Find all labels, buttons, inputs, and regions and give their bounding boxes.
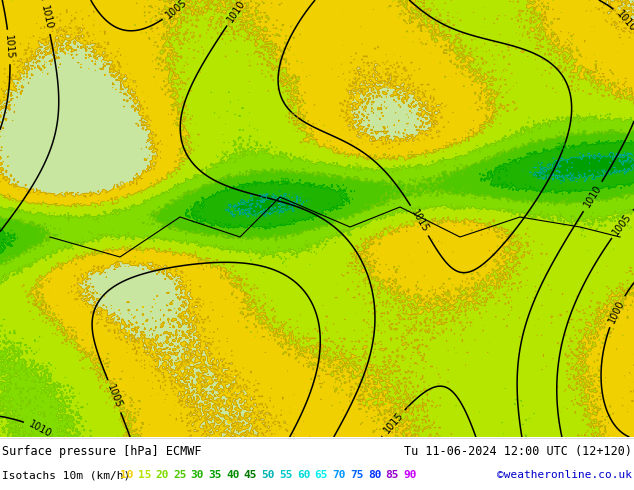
Text: 10: 10 [179, 358, 193, 372]
Text: 35: 35 [257, 193, 268, 202]
Text: 15: 15 [572, 343, 586, 356]
Text: 10: 10 [227, 415, 240, 427]
Text: 20: 20 [302, 243, 314, 253]
Text: 85: 85 [385, 470, 399, 480]
Text: 15: 15 [358, 395, 370, 409]
Text: 40: 40 [226, 470, 240, 480]
Text: 10: 10 [346, 101, 356, 112]
Text: 60: 60 [297, 470, 311, 480]
Text: 20: 20 [11, 345, 22, 357]
Text: 1015: 1015 [382, 410, 405, 436]
Text: 1000: 1000 [607, 298, 626, 324]
Text: 55: 55 [280, 470, 293, 480]
Text: 10: 10 [197, 378, 210, 390]
Text: 10: 10 [114, 179, 127, 193]
Text: 30: 30 [4, 231, 15, 243]
Text: 10: 10 [184, 346, 196, 359]
Text: 10: 10 [616, 0, 630, 14]
Text: 35: 35 [536, 171, 548, 181]
Text: 1010: 1010 [614, 8, 634, 34]
Text: 15: 15 [535, 10, 545, 21]
Text: 80: 80 [368, 470, 381, 480]
Text: 10: 10 [125, 331, 134, 342]
Text: 15: 15 [230, 276, 243, 288]
Text: 15: 15 [384, 223, 397, 237]
Text: 15: 15 [291, 109, 301, 120]
Text: 1010: 1010 [27, 419, 53, 440]
Text: 30: 30 [556, 142, 567, 152]
Text: 50: 50 [262, 470, 275, 480]
Text: 30: 30 [191, 470, 204, 480]
Text: 75: 75 [350, 470, 364, 480]
Text: 25: 25 [173, 470, 186, 480]
Text: 1010: 1010 [582, 183, 604, 210]
Text: 45: 45 [244, 470, 257, 480]
Text: Isotachs 10m (km/h): Isotachs 10m (km/h) [2, 470, 130, 480]
Text: 10: 10 [120, 470, 134, 480]
Text: 25: 25 [416, 186, 430, 199]
Text: 10: 10 [237, 383, 249, 393]
Text: Tu 11-06-2024 12:00 UTC (12+120): Tu 11-06-2024 12:00 UTC (12+120) [404, 444, 632, 458]
Text: 1005: 1005 [164, 0, 189, 21]
Text: 90: 90 [403, 470, 417, 480]
Text: 1015: 1015 [3, 34, 15, 60]
Text: 25: 25 [4, 253, 17, 267]
Text: 15: 15 [370, 362, 380, 374]
Text: 1005: 1005 [611, 211, 633, 237]
Text: 1015: 1015 [409, 207, 430, 234]
Text: 20: 20 [349, 162, 363, 174]
Text: 15: 15 [400, 425, 413, 438]
Text: 15: 15 [196, 2, 209, 16]
Text: 65: 65 [314, 470, 328, 480]
Text: 20: 20 [155, 470, 169, 480]
Text: 30: 30 [279, 177, 290, 187]
Text: 10: 10 [380, 80, 392, 91]
Text: 10: 10 [224, 373, 237, 387]
Text: 15: 15 [108, 196, 120, 207]
Text: 20: 20 [0, 402, 13, 416]
Text: 10: 10 [141, 346, 152, 355]
Text: 15: 15 [408, 308, 418, 317]
Text: 10: 10 [352, 87, 363, 97]
Text: 15: 15 [183, 0, 197, 10]
Text: 15: 15 [391, 404, 402, 416]
Text: 70: 70 [332, 470, 346, 480]
Text: 1005: 1005 [105, 383, 124, 410]
Text: ©weatheronline.co.uk: ©weatheronline.co.uk [497, 470, 632, 480]
Text: 15: 15 [138, 470, 151, 480]
Text: 35: 35 [209, 470, 222, 480]
Text: 15: 15 [375, 398, 385, 407]
Text: 1010: 1010 [226, 0, 248, 24]
Text: Surface pressure [hPa] ECMWF: Surface pressure [hPa] ECMWF [2, 444, 202, 458]
Text: 1010: 1010 [39, 4, 54, 30]
Text: 15: 15 [404, 404, 417, 417]
